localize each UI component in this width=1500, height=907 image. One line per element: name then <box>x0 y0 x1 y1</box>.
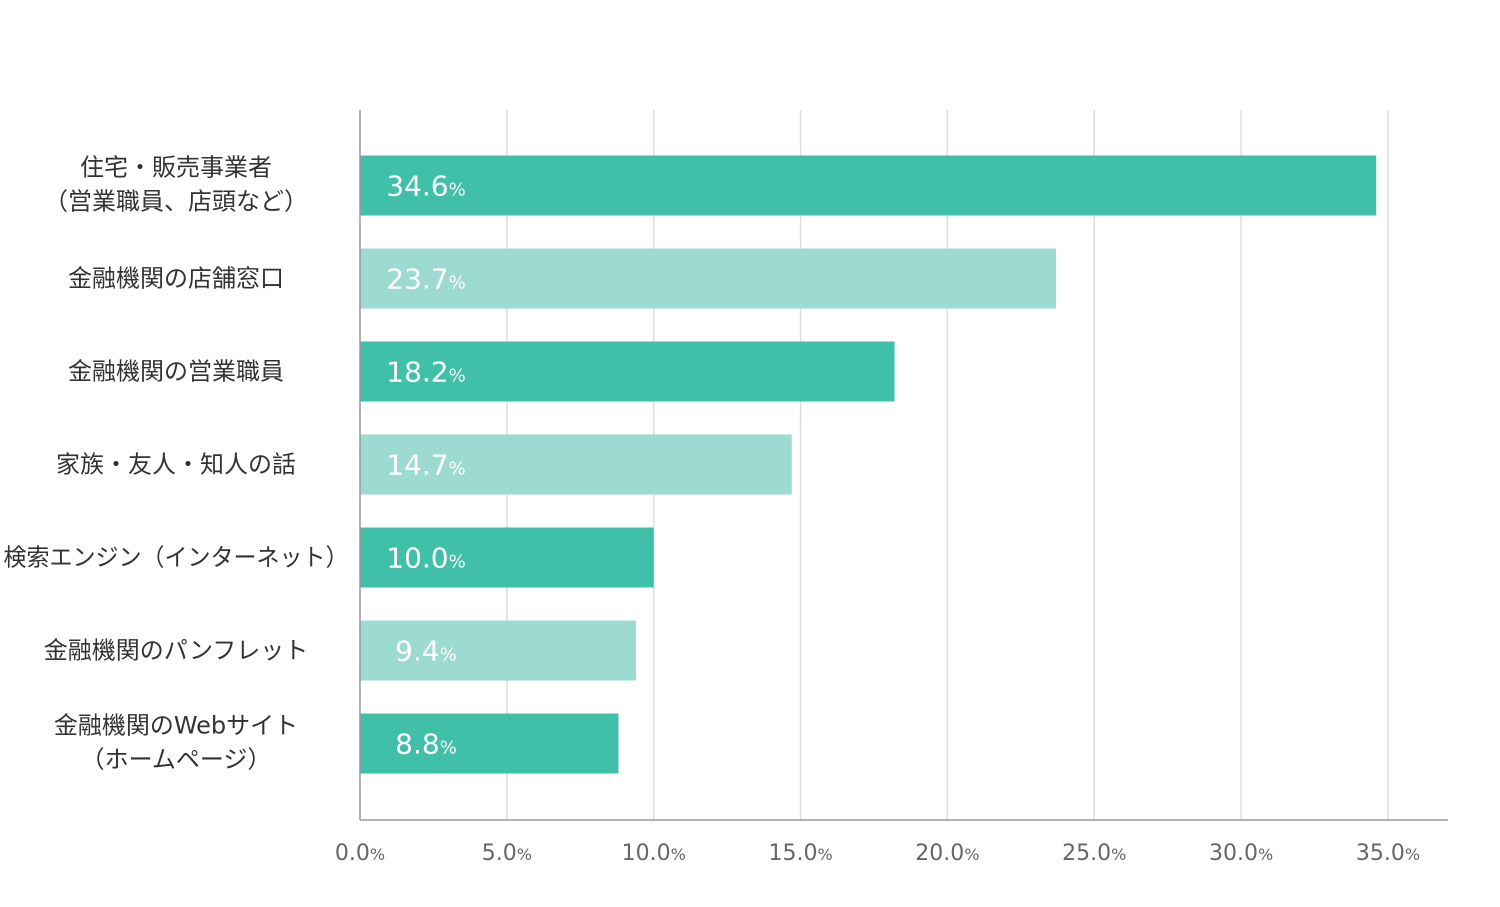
x-tick-label: 30.0% <box>1209 841 1273 866</box>
bar <box>360 713 619 774</box>
category-label: 金融機関のパンフレット <box>44 637 308 665</box>
category-label: 検索エンジン（インターネット） <box>4 544 349 572</box>
x-tick-label: 5.0% <box>482 841 532 866</box>
data-label: 14.7% <box>386 449 465 482</box>
x-tick-label: 25.0% <box>1062 841 1126 866</box>
data-label: 10.0% <box>386 542 465 575</box>
x-tick-label: 15.0% <box>768 841 832 866</box>
bar <box>360 527 654 588</box>
bar <box>360 434 792 495</box>
bar <box>360 155 1377 216</box>
bar <box>360 341 895 402</box>
x-tick-labels: 0.0% 5.0% 10.0% 15.0% 20.0% 25.0% 30.0% 35.0% <box>335 841 1420 866</box>
bars: 34.6% 23.7% 18.2% 14.7% 10.0% 9.4% 8.8% <box>360 155 1377 774</box>
category-label: 住宅・販売事業者（営業職員、店頭など） <box>44 154 308 216</box>
gridlines <box>506 110 1389 820</box>
category-label: 金融機関の店舗窓口 <box>68 265 284 293</box>
x-tick-label: 0.0% <box>335 841 385 866</box>
x-tick-label: 35.0% <box>1356 841 1420 866</box>
data-label: 23.7% <box>386 263 465 296</box>
x-tick-label: 10.0% <box>622 841 686 866</box>
category-label: 家族・友人・知人の話 <box>56 451 296 479</box>
data-label: 9.4% <box>395 635 457 668</box>
bar <box>360 620 637 681</box>
data-label: 18.2% <box>386 356 465 389</box>
data-label: 8.8% <box>395 728 457 761</box>
bar <box>360 248 1057 309</box>
category-labels: 住宅・販売事業者（営業職員、店頭など） 金融機関の店舗窓口金融機関の営業職員家族・… <box>4 154 349 774</box>
category-label: 金融機関の営業職員 <box>68 358 284 386</box>
category-label: 金融機関のWebサイト（ホームページ） <box>54 712 298 774</box>
x-tick-label: 20.0% <box>915 841 979 866</box>
axes <box>359 110 1448 821</box>
data-label: 34.6% <box>386 170 465 203</box>
